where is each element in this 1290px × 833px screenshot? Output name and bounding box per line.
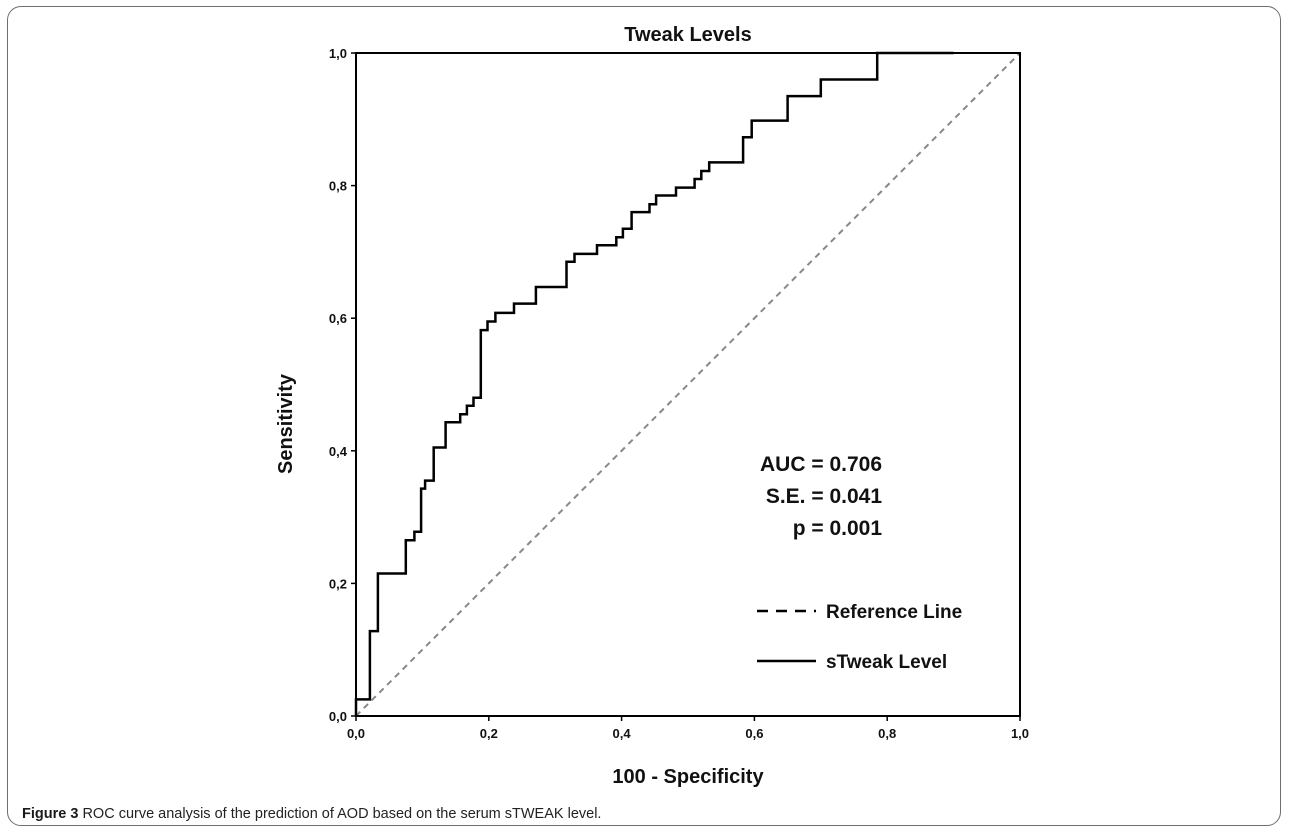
x-tick-label: 0,8 <box>878 726 896 741</box>
y-tick-label: 0,4 <box>329 444 348 459</box>
p-annotation: p = 0.001 <box>793 517 883 540</box>
auc-annotation: AUC = 0.706 <box>760 453 882 476</box>
se-annotation: S.E. = 0.041 <box>766 485 882 508</box>
x-tick-label: 0,6 <box>745 726 763 741</box>
y-tick-label: 0,8 <box>329 179 347 194</box>
stats-annotation: AUC = 0.706 S.E. = 0.041 p = 0.001 <box>760 453 882 540</box>
legend-reference-label: Reference Line <box>826 602 962 623</box>
figure-caption-text: ROC curve analysis of the prediction of … <box>82 806 602 822</box>
plot-area-border <box>355 52 1021 717</box>
x-tick-label: 0,2 <box>480 726 498 741</box>
x-tick-label: 1,0 <box>1011 726 1029 741</box>
y-axis-title: Sensitivity <box>275 373 297 474</box>
chart-title: Tweak Levels <box>624 24 751 46</box>
y-tick-label: 0,0 <box>329 709 347 724</box>
axis-ticks: 0,0 0,2 0,4 0,6 0,8 1,0 0,0 0,2 0,4 0,6 0,8 1,0 <box>329 46 1029 741</box>
y-tick-label: 1,0 <box>329 46 347 61</box>
y-tick-label: 0,2 <box>329 576 347 591</box>
y-tick-label: 0,6 <box>329 311 347 326</box>
figure-label: Figure 3 <box>22 806 79 822</box>
legend: Reference Line sTweak Level <box>757 602 962 673</box>
x-axis-title: 100 - Specificity <box>612 766 764 788</box>
x-tick-label: 0,0 <box>347 726 365 741</box>
x-tick-label: 0,4 <box>613 726 632 741</box>
reference-line <box>355 52 1021 717</box>
series-layer <box>354 51 1021 717</box>
legend-curve-label: sTweak Level <box>826 652 947 673</box>
figure-caption: Figure 3 ROC curve analysis of the predi… <box>22 806 601 822</box>
roc-curve-line <box>354 51 954 716</box>
figure-frame <box>7 6 1281 826</box>
